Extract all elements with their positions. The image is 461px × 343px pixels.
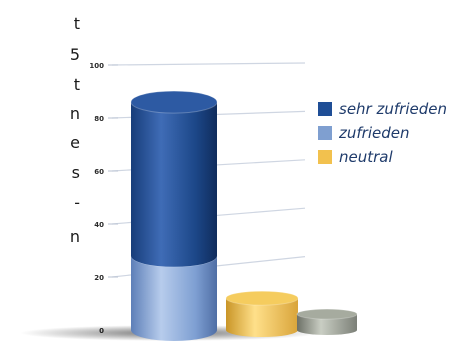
bar-top-neutral bbox=[225, 290, 299, 306]
chart-legend: sehr zufrieden zufrieden neutral bbox=[318, 97, 447, 169]
text-fragment: t bbox=[73, 14, 80, 33]
text-fragment: - bbox=[74, 193, 80, 212]
bar-segment-zufrieden bbox=[131, 255, 217, 341]
bar-top-sehr-zufrieden bbox=[130, 90, 218, 114]
legend-swatch bbox=[318, 102, 332, 116]
legend-label: zufrieden bbox=[339, 124, 410, 142]
legend-item-neutral: neutral bbox=[318, 145, 447, 169]
text-fragment: t bbox=[73, 75, 80, 94]
text-fragment: s bbox=[71, 163, 80, 182]
text-fragment: 5 bbox=[69, 45, 80, 64]
legend-swatch bbox=[318, 150, 332, 164]
left-text-fragments: t 5 t n e s - n bbox=[0, 0, 80, 343]
legend-item-sehr-zufrieden: sehr zufrieden bbox=[318, 97, 447, 121]
y-tick-label: 100 bbox=[89, 62, 104, 70]
legend-swatch bbox=[318, 126, 332, 140]
y-tick-label: 60 bbox=[94, 168, 104, 176]
bar-segment-neutral bbox=[226, 298, 298, 337]
y-tick-label: 80 bbox=[94, 115, 104, 123]
legend-item-zufrieden: zufrieden bbox=[318, 121, 447, 145]
bar-top-other bbox=[296, 308, 358, 320]
y-tick-label: 20 bbox=[94, 274, 104, 282]
text-fragment: n bbox=[69, 104, 80, 123]
gridline bbox=[111, 62, 306, 66]
bar-segment-sehr-zufrieden bbox=[131, 102, 217, 267]
bar-segment-other bbox=[297, 314, 357, 335]
legend-label: neutral bbox=[339, 148, 393, 166]
text-fragment: e bbox=[70, 133, 80, 152]
legend-label: sehr zufrieden bbox=[339, 100, 447, 118]
text-fragment: n bbox=[69, 227, 80, 246]
y-tick-label: 40 bbox=[94, 221, 104, 229]
